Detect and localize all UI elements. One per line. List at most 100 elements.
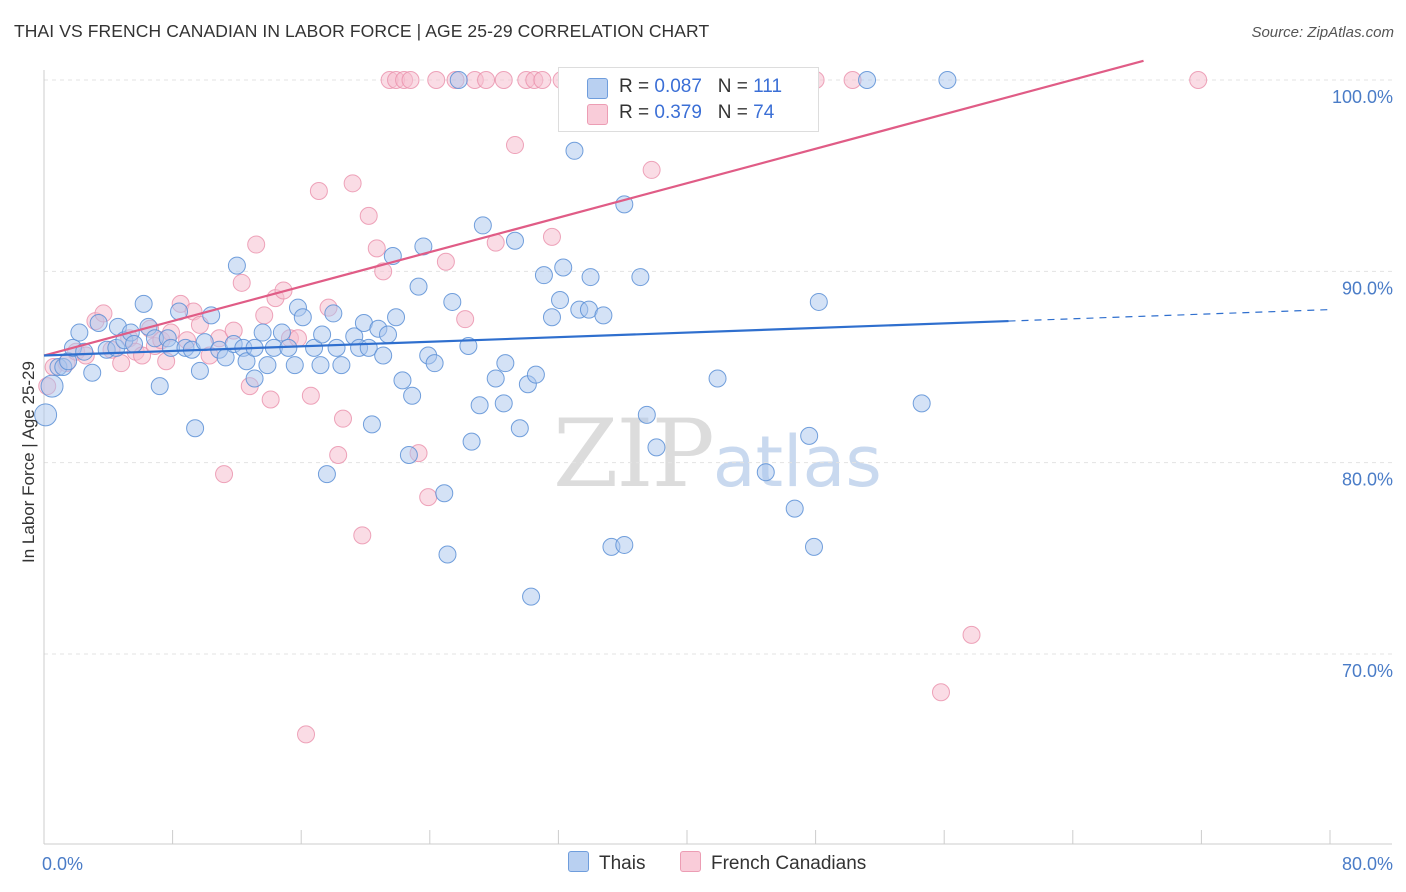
french-canadians-point	[505, 136, 524, 155]
r-label: R =	[619, 76, 655, 97]
r-value: 0.087	[654, 76, 702, 97]
thais-point	[438, 545, 457, 564]
x-tick-label: 0.0%	[42, 854, 83, 874]
thais-point	[800, 426, 819, 445]
thais-point	[542, 308, 561, 327]
french-canadians-point	[232, 273, 251, 292]
thais-point	[449, 71, 468, 89]
thais-points	[34, 71, 957, 606]
french-canadians-swatch	[587, 104, 608, 125]
thais-point	[34, 403, 58, 427]
thais-point	[245, 369, 264, 388]
thais-point	[804, 537, 823, 556]
source-label: Source: ZipAtlas.com	[1251, 24, 1394, 41]
thais-point	[435, 484, 454, 503]
stats-legend: R = 0.087 N = 111 R = 0.379 N = 74	[558, 67, 819, 132]
legend-thais-text: R = 0.087 N = 111	[619, 76, 782, 98]
thais-point	[313, 325, 332, 344]
y-tick-label: 100.0%	[1332, 87, 1393, 107]
thais-point	[237, 352, 256, 371]
french-canadians-point	[533, 71, 552, 89]
thais-point	[708, 369, 727, 388]
french-canadians-point	[333, 409, 352, 428]
thais-point	[374, 346, 393, 365]
r-label: R =	[619, 102, 655, 123]
n-label: N =	[717, 102, 754, 123]
thais-point	[858, 71, 877, 89]
y-tick-label: 70.0%	[1342, 661, 1393, 681]
french-canadians-point	[261, 390, 280, 409]
french-canadians-point	[456, 310, 475, 329]
french-canadians-point	[427, 71, 446, 89]
thais-point	[150, 377, 169, 396]
watermark-zip: ZIP	[553, 400, 715, 509]
french-canadians-legend-swatch	[680, 851, 701, 872]
french-canadians-point	[494, 71, 513, 89]
thais-point	[631, 268, 650, 287]
thais-point	[125, 335, 144, 354]
axis-labels: 70.0% 80.0% 90.0% 100.0% 0.0% 80.0% In Labor F…	[19, 87, 1393, 874]
thais-point	[637, 405, 656, 424]
french-canadians-point	[374, 262, 393, 281]
bottom-legend-french-canadians[interactable]: French Canadians	[680, 851, 866, 875]
french-canadians-point	[367, 239, 386, 258]
thais-point	[409, 277, 428, 296]
french-canadians-trend-line	[43, 59, 1144, 357]
thais-point	[227, 256, 246, 275]
thais-point	[486, 369, 505, 388]
thais-point	[293, 308, 312, 327]
thais-point	[272, 323, 291, 342]
thais-point	[317, 465, 336, 484]
n-value: 74	[753, 102, 775, 123]
thais-point	[403, 386, 422, 405]
thais-point	[134, 294, 153, 313]
thais-point	[305, 338, 324, 357]
french-canadians-point	[343, 174, 362, 193]
thais-point	[473, 216, 492, 235]
french-canadians-point	[542, 227, 561, 246]
thais-point	[565, 141, 584, 160]
thais-point	[40, 374, 64, 398]
n-label: N =	[717, 76, 754, 97]
thais-point	[510, 419, 529, 438]
french-canadians-point	[297, 725, 316, 744]
thais-point	[505, 231, 524, 250]
french-canadians-point	[401, 71, 420, 89]
thais-point	[443, 292, 462, 311]
thais-point	[89, 313, 108, 332]
thais-point	[647, 438, 666, 457]
french-canadians-legend-label: French Canadians	[711, 853, 867, 874]
y-axis-label: In Labor Force | Age 25-29	[19, 361, 38, 563]
x-tick-label: 80.0%	[1342, 854, 1393, 874]
thais-point	[554, 258, 573, 277]
thais-point	[324, 304, 343, 323]
thais-legend-swatch	[568, 851, 589, 872]
thais-point	[756, 463, 775, 482]
thais-point	[311, 356, 330, 375]
n-value: 111	[753, 76, 783, 97]
axes	[43, 70, 1392, 845]
thais-point	[462, 432, 481, 451]
thais-point	[186, 419, 205, 438]
french-canadians-point	[436, 252, 455, 271]
thais-point	[327, 338, 346, 357]
french-canadians-point	[215, 465, 234, 484]
french-canadians-point	[359, 206, 378, 225]
watermark-atlas: atlas	[712, 421, 882, 503]
french-canadians-point	[419, 488, 438, 507]
thais-point	[912, 394, 931, 413]
french-canadians-point	[247, 235, 266, 254]
thais-point	[258, 356, 277, 375]
french-canadians-point	[477, 71, 496, 89]
french-canadians-point	[353, 526, 372, 545]
thais-legend-label: Thais	[599, 853, 646, 874]
thais-point	[496, 354, 515, 373]
bottom-legend-thais[interactable]: Thais	[568, 851, 645, 875]
thais-trend-extension	[1008, 309, 1331, 322]
thais-point	[615, 535, 634, 554]
thais-point	[522, 587, 541, 606]
watermark: ZIPatlas	[553, 400, 882, 509]
thais-point	[393, 371, 412, 390]
thais-swatch	[587, 78, 608, 99]
